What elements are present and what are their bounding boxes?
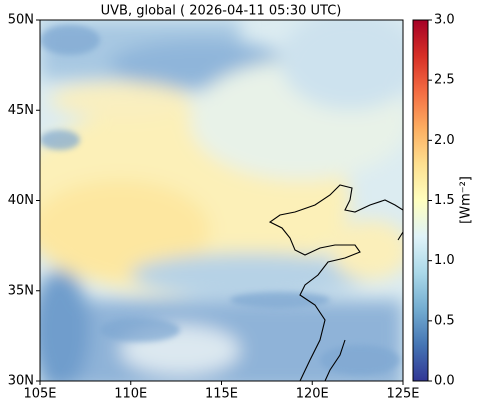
- coastline: [268, 184, 403, 381]
- colorbar-tick-label: 3.0: [434, 13, 455, 28]
- colorbar-tick-label: 1.5: [434, 193, 455, 208]
- map-title: UVB, global ( 2026-04-11 05:30 UTC): [101, 4, 342, 19]
- y-tick-label: 35N: [8, 283, 34, 298]
- colorbar-tick-label: 0.5: [434, 313, 455, 328]
- x-tick-label: 120E: [296, 387, 329, 402]
- y-tick-label: 30N: [8, 374, 34, 389]
- x-tick-label: 125E: [386, 387, 419, 402]
- colorbar: [412, 19, 429, 382]
- colorbar-label: [Wm⁻²]: [459, 176, 474, 224]
- uvb-field: [40, 20, 403, 381]
- y-tick-label: 50N: [8, 13, 34, 28]
- x-tick-label: 105E: [23, 387, 56, 402]
- x-tick-label: 110E: [114, 387, 147, 402]
- colorbar-tick-label: 1.0: [434, 253, 455, 268]
- colorbar-tick-label: 2.5: [434, 73, 455, 88]
- y-tick-label: 40N: [8, 193, 34, 208]
- y-tick-label: 45N: [8, 103, 34, 118]
- colorbar-tick-label: 0.0: [434, 374, 455, 389]
- x-tick-label: 115E: [205, 387, 238, 402]
- colorbar-tick-label: 2.0: [434, 133, 455, 148]
